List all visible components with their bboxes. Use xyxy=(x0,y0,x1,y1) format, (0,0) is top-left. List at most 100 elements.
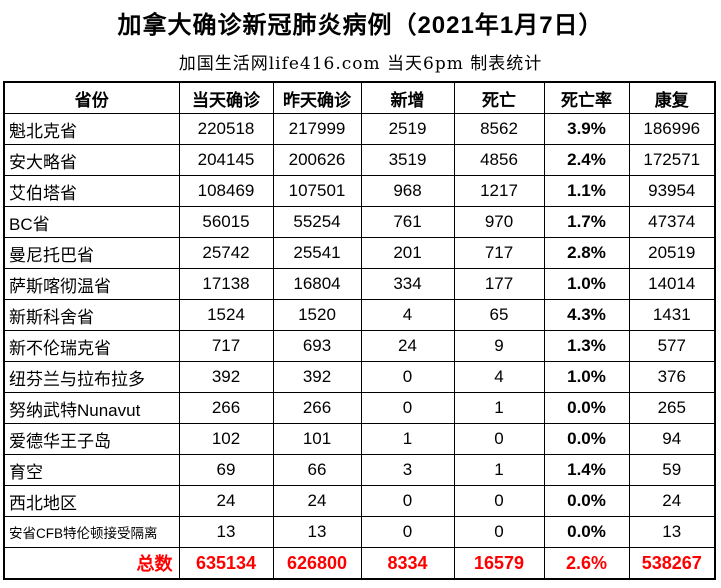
recovered-cell: 24 xyxy=(628,485,716,517)
death-rate-cell: 1.0% xyxy=(543,361,630,393)
province-name-cell: 新不伦瑞克省 xyxy=(3,330,180,362)
col-header-death-rate: 死亡率 xyxy=(543,81,630,114)
total-recovered-cell: 538267 xyxy=(628,547,716,580)
death-rate-cell: 2.8% xyxy=(543,237,630,269)
table-total-row: 总数 635134 626800 8334 16579 2.6% 538267 xyxy=(3,547,716,580)
recovered-cell: 172571 xyxy=(628,144,716,176)
table-row: 努纳武特Nunavut 266 266 0 1 0.0% 265 xyxy=(3,392,716,424)
page: 加拿大确诊新冠肺炎病例（2021年1月7日） 加国生活网life416.com … xyxy=(0,5,721,580)
new-cases-cell: 201 xyxy=(360,237,455,269)
today-cases-cell: 204145 xyxy=(178,144,274,176)
deaths-cell: 1 xyxy=(453,392,545,424)
col-header-yesterday: 昨天确诊 xyxy=(272,81,362,114)
table-row: 纽芬兰与拉布拉多 392 392 0 4 1.0% 376 xyxy=(3,361,716,393)
col-header-recovered: 康复 xyxy=(628,81,716,114)
recovered-cell: 577 xyxy=(628,330,716,362)
today-cases-cell: 392 xyxy=(178,361,274,393)
province-name-cell: 育空 xyxy=(3,454,180,486)
new-cases-cell: 334 xyxy=(360,268,455,300)
table-row: 新斯科舍省 1524 1520 4 65 4.3% 1431 xyxy=(3,299,716,331)
today-cases-cell: 717 xyxy=(178,330,274,362)
yesterday-cases-cell: 200626 xyxy=(272,144,362,176)
table-row: 育空 69 66 3 1 1.4% 59 xyxy=(3,454,716,486)
death-rate-cell: 3.9% xyxy=(543,113,630,145)
death-rate-cell: 1.0% xyxy=(543,268,630,300)
death-rate-cell: 1.4% xyxy=(543,454,630,486)
new-cases-cell: 4 xyxy=(360,299,455,331)
yesterday-cases-cell: 101 xyxy=(272,423,362,455)
death-rate-cell: 2.4% xyxy=(543,144,630,176)
death-rate-cell: 1.1% xyxy=(543,175,630,207)
deaths-cell: 4856 xyxy=(453,144,545,176)
yesterday-cases-cell: 25541 xyxy=(272,237,362,269)
deaths-cell: 717 xyxy=(453,237,545,269)
recovered-cell: 14014 xyxy=(628,268,716,300)
table-row: 爱德华王子岛 102 101 1 0 0.0% 94 xyxy=(3,423,716,455)
new-cases-cell: 0 xyxy=(360,516,455,548)
new-cases-cell: 24 xyxy=(360,330,455,362)
deaths-cell: 8562 xyxy=(453,113,545,145)
recovered-cell: 94 xyxy=(628,423,716,455)
table-row: 艾伯塔省 108469 107501 968 1217 1.1% 93954 xyxy=(3,175,716,207)
yesterday-cases-cell: 1520 xyxy=(272,299,362,331)
new-cases-cell: 2519 xyxy=(360,113,455,145)
today-cases-cell: 220518 xyxy=(178,113,274,145)
province-name-cell: 安大略省 xyxy=(3,144,180,176)
death-rate-cell: 0.0% xyxy=(543,392,630,424)
death-rate-cell: 4.3% xyxy=(543,299,630,331)
province-name-cell: 艾伯塔省 xyxy=(3,175,180,207)
today-cases-cell: 69 xyxy=(178,454,274,486)
yesterday-cases-cell: 16804 xyxy=(272,268,362,300)
new-cases-cell: 761 xyxy=(360,206,455,238)
deaths-cell: 1217 xyxy=(453,175,545,207)
recovered-cell: 59 xyxy=(628,454,716,486)
yesterday-cases-cell: 693 xyxy=(272,330,362,362)
today-cases-cell: 102 xyxy=(178,423,274,455)
deaths-cell: 4 xyxy=(453,361,545,393)
today-cases-cell: 13 xyxy=(178,516,274,548)
deaths-cell: 970 xyxy=(453,206,545,238)
province-name-cell: 魁北克省 xyxy=(3,113,180,145)
recovered-cell: 13 xyxy=(628,516,716,548)
death-rate-cell: 1.7% xyxy=(543,206,630,238)
death-rate-cell: 0.0% xyxy=(543,516,630,548)
recovered-cell: 186996 xyxy=(628,113,716,145)
recovered-cell: 93954 xyxy=(628,175,716,207)
deaths-cell: 0 xyxy=(453,516,545,548)
new-cases-cell: 968 xyxy=(360,175,455,207)
recovered-cell: 1431 xyxy=(628,299,716,331)
province-name-cell: 萨斯喀彻温省 xyxy=(3,268,180,300)
today-cases-cell: 17138 xyxy=(178,268,274,300)
province-name-cell: BC省 xyxy=(3,206,180,238)
recovered-cell: 376 xyxy=(628,361,716,393)
total-today-cell: 635134 xyxy=(178,547,274,580)
today-cases-cell: 108469 xyxy=(178,175,274,207)
province-name-cell: 安省CFB特伦顿接受隔离 xyxy=(3,516,180,548)
col-header-province: 省份 xyxy=(3,81,180,114)
yesterday-cases-cell: 217999 xyxy=(272,113,362,145)
new-cases-cell: 0 xyxy=(360,361,455,393)
deaths-cell: 0 xyxy=(453,485,545,517)
table-row: 安大略省 204145 200626 3519 4856 2.4% 172571 xyxy=(3,144,716,176)
yesterday-cases-cell: 55254 xyxy=(272,206,362,238)
table-row: BC省 56015 55254 761 970 1.7% 47374 xyxy=(3,206,716,238)
yesterday-cases-cell: 107501 xyxy=(272,175,362,207)
recovered-cell: 265 xyxy=(628,392,716,424)
today-cases-cell: 25742 xyxy=(178,237,274,269)
yesterday-cases-cell: 13 xyxy=(272,516,362,548)
new-cases-cell: 3519 xyxy=(360,144,455,176)
table-row: 西北地区 24 24 0 0 0.0% 24 xyxy=(3,485,716,517)
table-body: 魁北克省 220518 217999 2519 8562 3.9% 186996 安大略省 20… xyxy=(3,113,716,548)
new-cases-cell: 1 xyxy=(360,423,455,455)
province-name-cell: 西北地区 xyxy=(3,485,180,517)
deaths-cell: 0 xyxy=(453,423,545,455)
table-header-row: 省份 当天确诊 昨天确诊 新增 死亡 死亡率 康复 xyxy=(3,81,716,114)
yesterday-cases-cell: 24 xyxy=(272,485,362,517)
yesterday-cases-cell: 66 xyxy=(272,454,362,486)
province-name-cell: 纽芬兰与拉布拉多 xyxy=(3,361,180,393)
col-header-new: 新增 xyxy=(360,81,455,114)
deaths-cell: 1 xyxy=(453,454,545,486)
table-row: 萨斯喀彻温省 17138 16804 334 177 1.0% 14014 xyxy=(3,268,716,300)
today-cases-cell: 266 xyxy=(178,392,274,424)
table-row: 安省CFB特伦顿接受隔离 13 13 0 0 0.0% 13 xyxy=(3,516,716,548)
